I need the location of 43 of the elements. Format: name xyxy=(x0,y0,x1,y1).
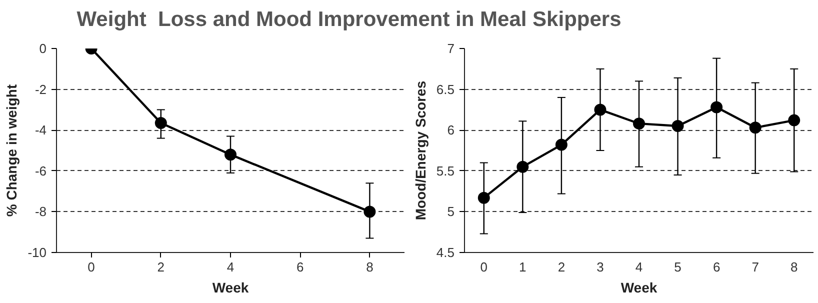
y-tick-label: -4 xyxy=(34,122,47,138)
point xyxy=(788,114,800,126)
x-tick-label: 6 xyxy=(296,260,304,274)
y-tick-label: 5.5 xyxy=(436,163,455,178)
x-tick-label: 0 xyxy=(480,260,488,274)
y-axis-title: Mood/Energy Scores xyxy=(412,80,428,220)
x-tick-label: 7 xyxy=(752,260,759,274)
point xyxy=(478,192,490,204)
x-axis-title: Week xyxy=(620,280,658,296)
point xyxy=(516,160,529,173)
x-axis-title: Week xyxy=(212,280,249,296)
y-tick-label: -2 xyxy=(34,82,47,97)
y-tick-label: -8 xyxy=(34,204,47,220)
x-tick-label: 8 xyxy=(790,260,798,274)
x-tick-label: 6 xyxy=(712,260,720,274)
point xyxy=(224,148,236,161)
y-tick-label: 6.5 xyxy=(436,82,455,97)
x-tick-label: 8 xyxy=(366,260,374,274)
y-tick-label: 0 xyxy=(39,41,47,56)
y-tick-label: 6 xyxy=(447,122,455,138)
point xyxy=(672,120,684,132)
point xyxy=(633,118,645,130)
x-tick-label: 5 xyxy=(674,260,682,274)
x-tick-label: 0 xyxy=(88,260,95,274)
point xyxy=(749,122,762,134)
point xyxy=(594,104,606,116)
chart-title: Weight Loss and Mood Improvement in Meal Skippers xyxy=(76,7,622,33)
y-tick-label: 7 xyxy=(447,41,455,56)
y-tick-label: 4.5 xyxy=(436,245,455,260)
point xyxy=(555,138,568,151)
x-tick-label: 2 xyxy=(558,260,566,274)
point xyxy=(710,101,723,114)
x-tick-label: 1 xyxy=(519,260,526,274)
point xyxy=(364,206,376,218)
x-tick-label: 4 xyxy=(635,260,643,274)
point xyxy=(154,116,167,129)
x-tick-label: 4 xyxy=(226,260,234,274)
y-tick-label: -10 xyxy=(28,245,47,260)
y-tick-label: 5 xyxy=(447,204,455,220)
x-tick-label: 3 xyxy=(596,260,604,274)
x-tick-label: 2 xyxy=(157,260,165,274)
y-tick-label: -6 xyxy=(34,163,47,178)
y-axis-title: % Change in weight xyxy=(4,84,20,217)
